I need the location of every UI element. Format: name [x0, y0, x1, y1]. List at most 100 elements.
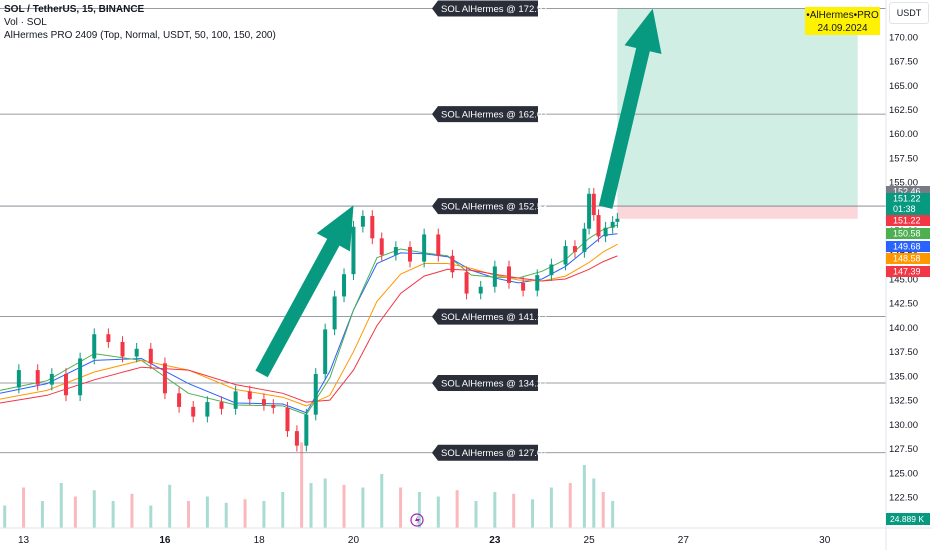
volume-last-badge: 24.889 K	[886, 513, 930, 525]
level-label-box	[432, 106, 538, 123]
level-label-box	[432, 308, 538, 325]
candle-body	[596, 215, 601, 237]
candle-body	[450, 255, 455, 273]
volume-bar	[549, 487, 553, 528]
candle-body	[535, 275, 540, 291]
x-tick-label: 27	[678, 535, 690, 546]
x-tick-label: 18	[254, 535, 266, 546]
volume-bar	[474, 501, 478, 528]
level-label-text: SOL AlHermes @ 162.02	[441, 110, 547, 121]
candle-body	[162, 363, 167, 394]
volume-bar	[149, 505, 153, 528]
volume-bar	[436, 496, 440, 528]
y-tick-label: 162.50	[889, 105, 918, 116]
volume-bar	[582, 465, 586, 528]
volume-bar	[92, 490, 96, 528]
price-badge-4: 149.68	[886, 241, 930, 252]
y-tick-label: 137.50	[889, 347, 918, 358]
volume-bar	[361, 487, 365, 528]
level-label-2: SOL AlHermes @ 152.53	[432, 198, 547, 215]
candle-body	[205, 402, 210, 417]
price-badge-2: 151.22	[886, 215, 930, 226]
candle-body	[615, 218, 620, 222]
y-tick-label: 165.00	[889, 81, 918, 92]
badge-date: 24.09.2024	[817, 23, 868, 34]
y-tick-label: 140.00	[889, 323, 918, 334]
candle-body	[285, 407, 290, 432]
symbol-title[interactable]: SOL / TetherUS, 15, BINANCE	[4, 4, 145, 15]
price-badge-0: 152.46	[886, 186, 930, 197]
level-label-5: SOL AlHermes @ 127.07	[432, 444, 547, 461]
level-label-text: SOL AlHermes @ 134.27	[441, 378, 547, 389]
x-tick-label: 20	[348, 535, 360, 546]
candle-body	[134, 348, 139, 357]
level-label-3: SOL AlHermes @ 141.12	[432, 308, 547, 325]
candle-body	[191, 406, 196, 417]
level-label-4: SOL AlHermes @ 134.27	[432, 374, 547, 391]
candle-body	[563, 246, 568, 265]
candle-body	[370, 216, 375, 239]
y-tick-label: 155.00	[889, 178, 918, 189]
candle-body	[271, 404, 276, 408]
price-badge-bg	[886, 215, 930, 226]
level-label-box	[432, 0, 538, 17]
x-tick-label: 23	[489, 535, 501, 546]
y-tick-label: 145.00	[889, 275, 918, 286]
volume-bar	[611, 501, 615, 528]
candle-body	[379, 238, 384, 255]
currency-button[interactable]: USDT	[889, 2, 929, 24]
level-label-text: SOL AlHermes @ 141.12	[441, 312, 547, 323]
candle-body	[610, 221, 615, 228]
candle-body	[506, 266, 511, 283]
volume-bar	[187, 501, 191, 528]
price-badge-text: 152.46	[893, 187, 921, 197]
up-arrow-1	[598, 8, 662, 209]
volume-bar	[3, 505, 7, 528]
indicator-legend[interactable]: AlHermes PRO 2409 (Top, Normal, USDT, 50…	[4, 30, 276, 41]
y-tick-label: 122.50	[889, 492, 918, 503]
y-tick-label: 170.00	[889, 32, 918, 43]
candle-body	[422, 234, 427, 262]
candle-body	[323, 329, 328, 374]
candle-body	[63, 373, 68, 396]
candle-body	[233, 391, 238, 409]
x-tick-label: 16	[159, 535, 171, 546]
price-badge-bg	[886, 266, 930, 277]
level-label-0: SOL AlHermes @ 172.92	[432, 0, 547, 17]
zone-stop	[617, 206, 858, 219]
candle-body	[247, 391, 252, 400]
candle-body	[478, 286, 483, 294]
volume-bar	[281, 492, 285, 528]
chart-legend: SOL / TetherUS, 15, BINANCE Vol · SOL Al…	[4, 3, 276, 42]
volume-bar	[73, 496, 77, 528]
x-tick-label: 25	[584, 535, 596, 546]
y-tick-label: 142.50	[889, 299, 918, 310]
y-tick-label: 167.50	[889, 57, 918, 68]
candle-body	[106, 334, 111, 342]
volume-bar	[592, 478, 596, 528]
volume-bar	[601, 492, 605, 528]
candle-body	[332, 296, 337, 330]
candle-body	[294, 431, 299, 446]
candle-body	[408, 247, 413, 262]
level-label-box	[432, 374, 538, 391]
candle-body	[219, 402, 224, 409]
candle-body	[304, 414, 309, 446]
y-tick-label: 160.00	[889, 129, 918, 140]
volume-bar	[309, 483, 313, 528]
volume-bar	[417, 492, 421, 528]
volume-badge-bg	[886, 513, 930, 525]
candle-body	[582, 228, 587, 252]
volume-bar	[342, 484, 346, 528]
volume-bar	[323, 478, 327, 528]
badge-title: •AlHermes•PRO	[806, 10, 879, 21]
volume-bar	[205, 496, 209, 528]
candle-body	[492, 266, 497, 287]
volume-legend[interactable]: Vol · SOL	[4, 17, 47, 28]
price-badge-text: 147.39	[893, 267, 921, 277]
candle-body	[92, 334, 97, 359]
price-badge-6: 147.39	[886, 266, 930, 277]
flash-icon	[410, 513, 424, 527]
